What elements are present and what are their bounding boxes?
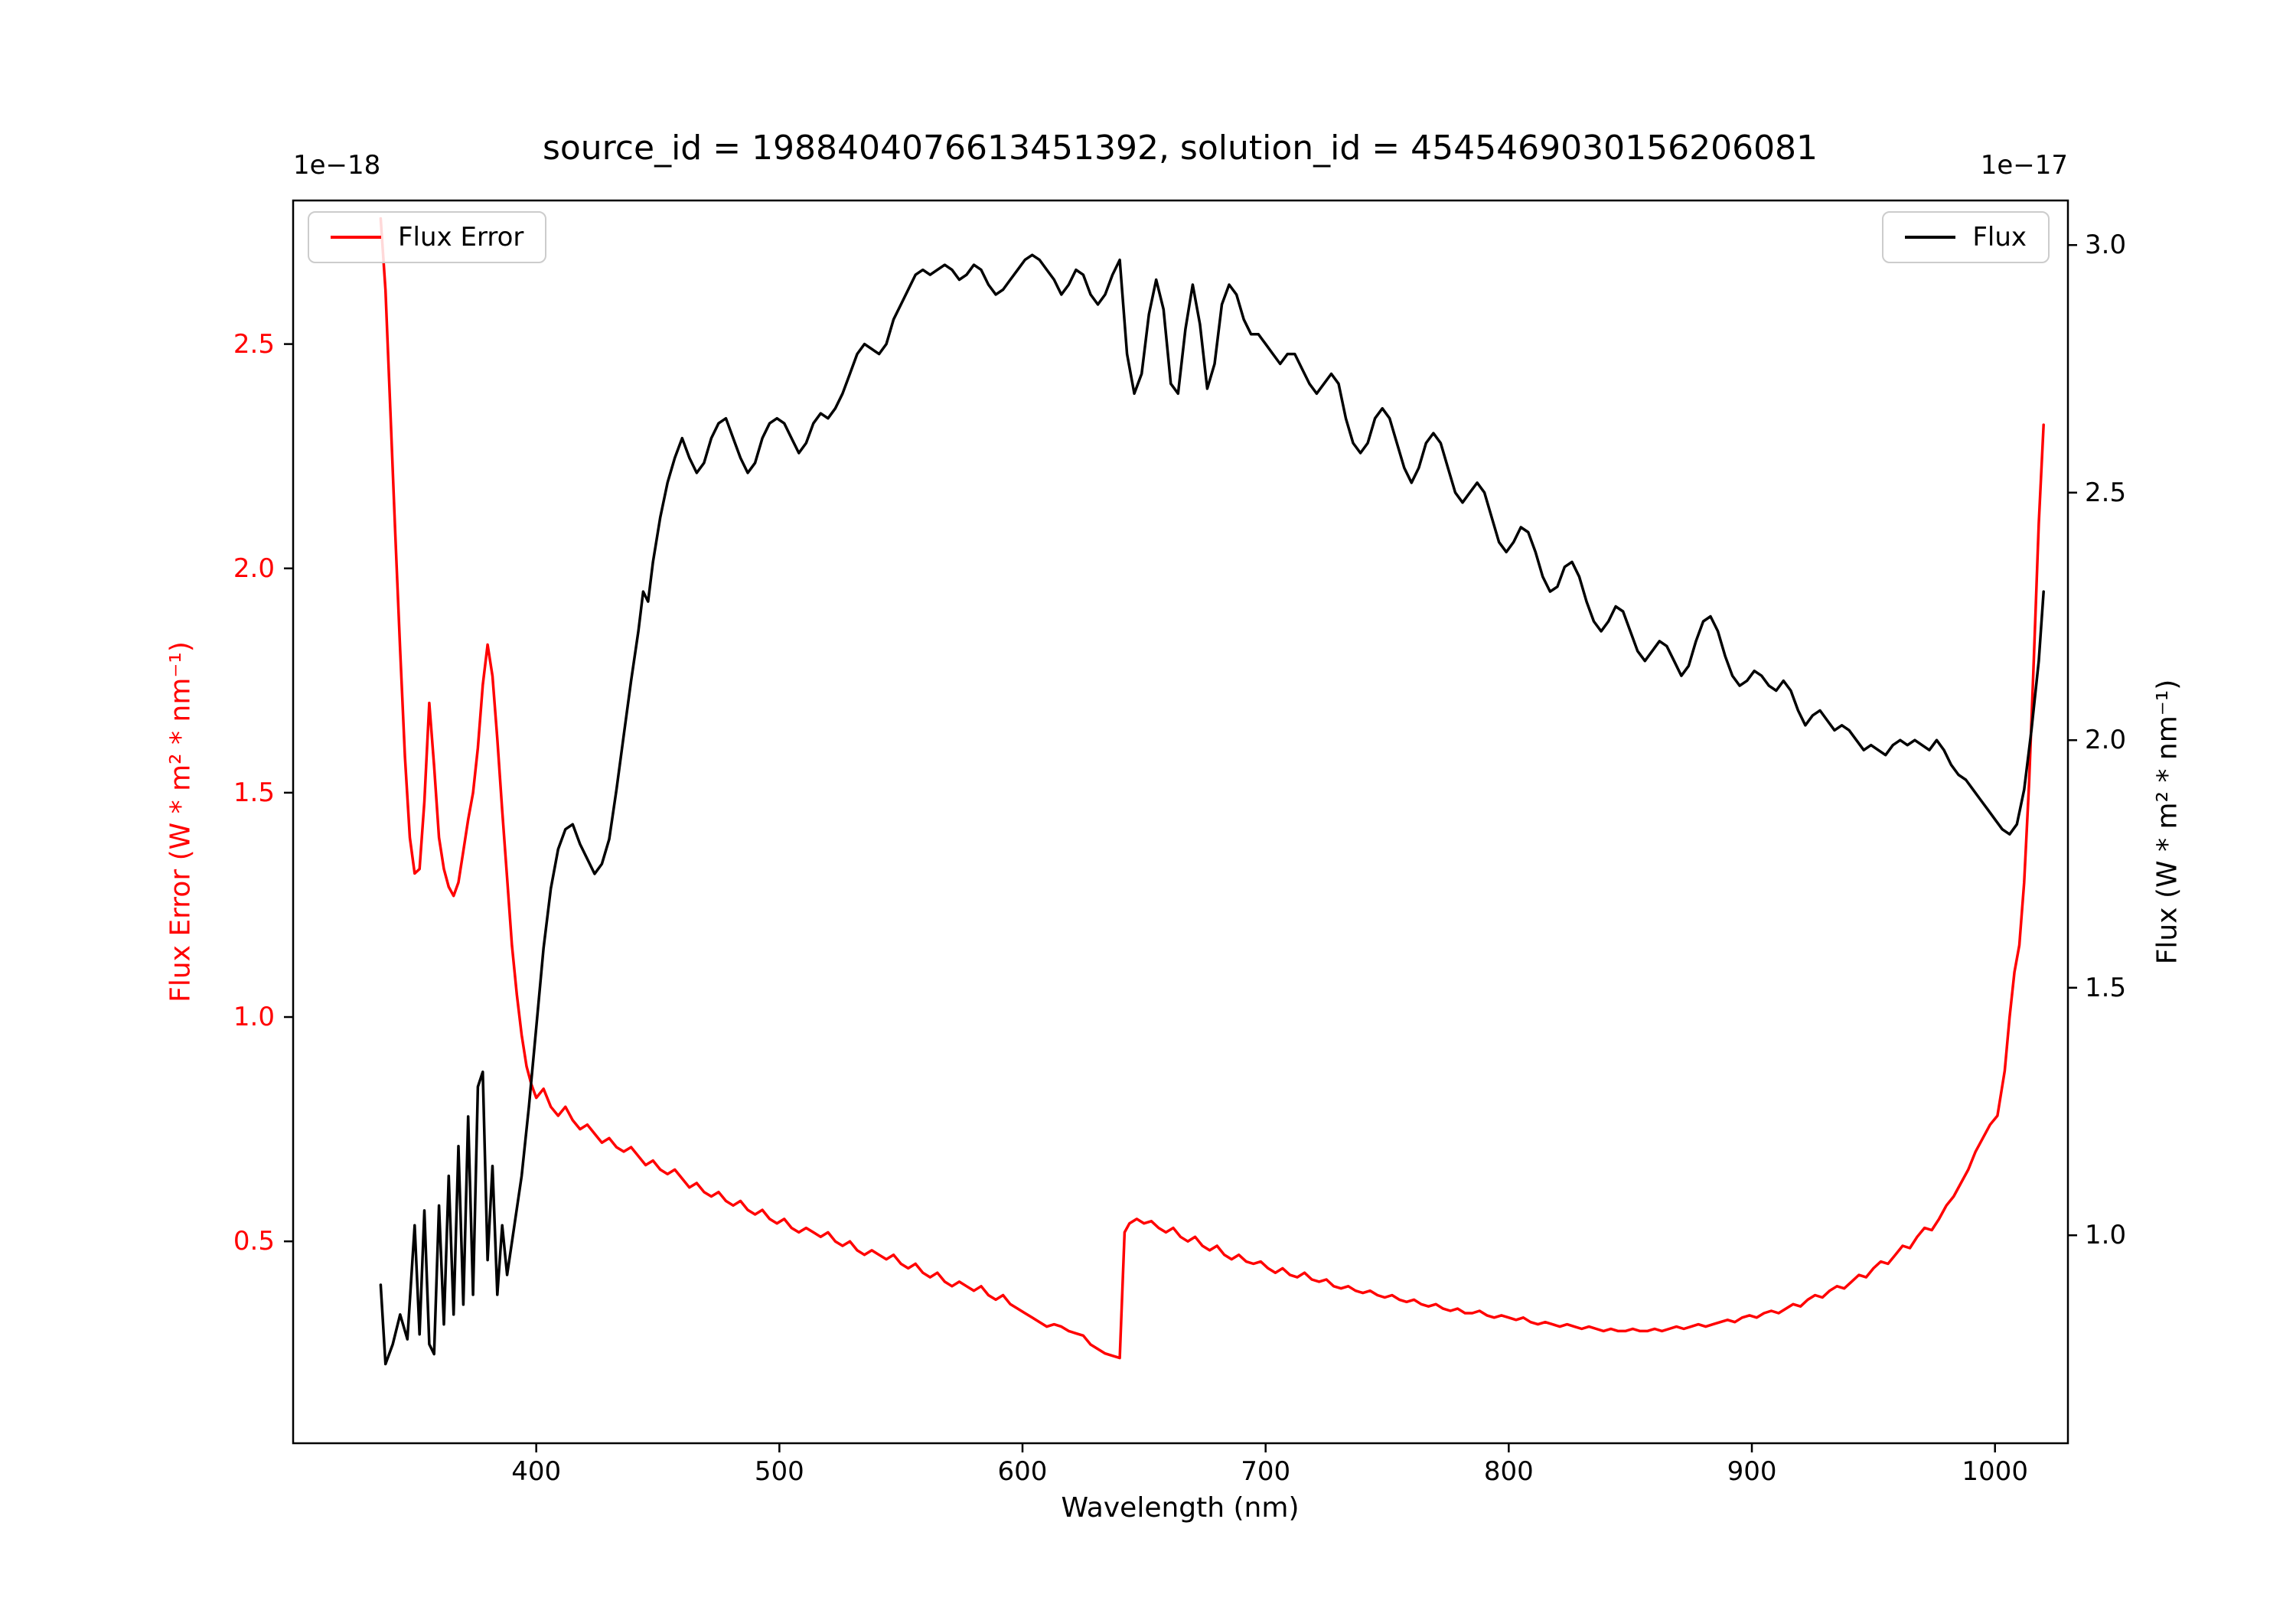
x-tick-label: 900 [1727, 1456, 1777, 1487]
x-tick-label: 800 [1483, 1456, 1534, 1487]
x-tick-label: 400 [511, 1456, 562, 1487]
right-axis-offset-text: 1e−17 [1980, 150, 2068, 181]
legend-flux-error: Flux Error [308, 211, 547, 263]
x-tick-label: 500 [754, 1456, 804, 1487]
left-axis-offset-text: 1e−18 [293, 150, 381, 181]
flux-error-legend-label: Flux Error [398, 222, 524, 253]
right-axis-label: Flux (W * m² * nm⁻¹) [2151, 679, 2183, 965]
x-tick-label: 1000 [1962, 1456, 2028, 1487]
left-y-tick-label: 2.5 [233, 328, 275, 360]
right-y-tick-label: 1.5 [2085, 972, 2127, 1003]
plot-border [292, 199, 2069, 1445]
chart-title: source_id = 1988404076613451392, solutio… [542, 129, 1818, 168]
left-axis-label: Flux Error (W * m² * nm⁻¹) [165, 641, 197, 1002]
right-y-tick-label: 3.0 [2085, 230, 2127, 261]
flux-error-legend-swatch-icon [331, 236, 381, 239]
right-y-tick-label: 2.0 [2085, 725, 2127, 756]
x-tick-label: 700 [1241, 1456, 1291, 1487]
right-y-tick-label: 2.5 [2085, 477, 2127, 508]
x-tick-label: 600 [997, 1456, 1048, 1487]
left-y-tick-label: 1.5 [233, 777, 275, 808]
x-axis-label: Wavelength (nm) [1061, 1492, 1300, 1524]
left-y-tick-label: 2.0 [233, 553, 275, 584]
right-y-tick-label: 1.0 [2085, 1220, 2127, 1251]
left-y-tick-label: 0.5 [233, 1226, 275, 1257]
left-y-tick-label: 1.0 [233, 1002, 275, 1033]
legend-flux: Flux [1882, 211, 2050, 263]
flux-legend-swatch-icon [1905, 236, 1956, 239]
flux-legend-label: Flux [1972, 222, 2027, 253]
axis-tick-marks [284, 243, 2077, 1452]
flux-error-line [379, 217, 2045, 1360]
flux-line [379, 253, 2045, 1366]
